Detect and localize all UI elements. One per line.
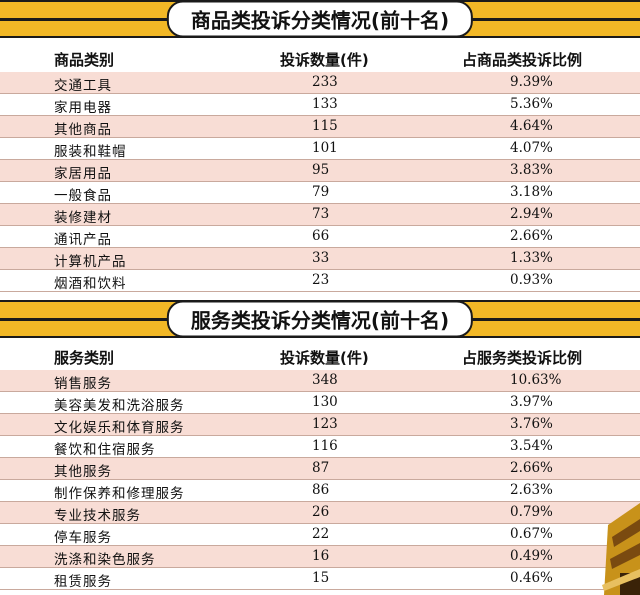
pavilion-decoration-icon: [598, 485, 640, 595]
goods-table-row: 装修建材 73 2.94%: [0, 204, 640, 226]
goods-category-cell: 装修建材: [54, 206, 112, 226]
goods-ratio-cell: 2.66%: [510, 228, 553, 244]
services-category-cell: 销售服务: [54, 372, 112, 392]
services-table-row: 美容美发和洗浴服务 130 3.97%: [0, 392, 640, 414]
services-ratio-cell: 0.67%: [510, 526, 553, 542]
goods-table-row: 烟酒和饮料 23 0.93%: [0, 270, 640, 292]
goods-table-row: 计算机产品 33 1.33%: [0, 248, 640, 270]
goods-ratio-cell: 2.94%: [510, 206, 553, 222]
goods-table-row: 家用电器 133 5.36%: [0, 94, 640, 116]
services-category-cell: 餐饮和住宿服务: [54, 438, 156, 458]
services-title-banner: 服务类投诉分类情况(前十名): [0, 300, 640, 338]
goods-table-row: 通讯产品 66 2.66%: [0, 226, 640, 248]
services-count-cell: 130: [312, 394, 338, 410]
services-ratio-cell: 3.54%: [510, 438, 553, 454]
services-table-title: 服务类投诉分类情况(前十名): [167, 301, 473, 338]
goods-category-cell: 家居用品: [54, 162, 112, 182]
goods-ratio-cell: 9.39%: [510, 74, 553, 90]
services-category-cell: 制作保养和修理服务: [54, 482, 185, 502]
goods-ratio-cell: 1.33%: [510, 250, 553, 266]
services-ratio-cell: 0.79%: [510, 504, 553, 520]
services-table-row: 制作保养和修理服务 86 2.63%: [0, 480, 640, 502]
goods-table-body: 交通工具 233 9.39% 家用电器 133 5.36% 其他商品 115 4.64% 服装和鞋…: [0, 72, 640, 292]
services-count-cell: 26: [312, 504, 329, 520]
goods-count-cell: 66: [312, 228, 329, 244]
services-table-row: 洗涤和染色服务 16 0.49%: [0, 546, 640, 568]
services-count-cell: 86: [312, 482, 329, 498]
services-table-row: 租赁服务 15 0.46%: [0, 568, 640, 590]
goods-table-row: 交通工具 233 9.39%: [0, 72, 640, 94]
goods-table-title: 商品类投诉分类情况(前十名): [167, 1, 473, 38]
goods-ratio-cell: 3.18%: [510, 184, 553, 200]
services-count-cell: 348: [312, 372, 338, 388]
services-count-cell: 87: [312, 460, 329, 476]
goods-count-cell: 115: [312, 118, 338, 134]
goods-count-cell: 133: [312, 96, 338, 112]
services-table-row: 餐饮和住宿服务 116 3.54%: [0, 436, 640, 458]
services-count-cell: 123: [312, 416, 338, 432]
goods-category-cell: 计算机产品: [54, 250, 127, 270]
services-ratio-cell: 2.63%: [510, 482, 553, 498]
goods-ratio-cell: 0.93%: [510, 272, 553, 288]
goods-count-cell: 233: [312, 74, 338, 90]
goods-category-cell: 家用电器: [54, 96, 112, 116]
services-section: 服务类投诉分类情况(前十名) 服务类别 投诉数量(件) 占服务类投诉比例 销售服…: [0, 300, 640, 590]
services-category-cell: 洗涤和染色服务: [54, 548, 156, 568]
goods-header-count: 投诉数量(件): [280, 49, 369, 70]
goods-ratio-cell: 5.36%: [510, 96, 553, 112]
services-table-row: 销售服务 348 10.63%: [0, 370, 640, 392]
services-count-cell: 15: [312, 570, 329, 586]
goods-category-cell: 交通工具: [54, 74, 112, 94]
goods-count-cell: 95: [312, 162, 329, 178]
goods-table-row: 其他商品 115 4.64%: [0, 116, 640, 138]
goods-header-category: 商品类别: [54, 49, 114, 70]
goods-table-row: 家居用品 95 3.83%: [0, 160, 640, 182]
goods-count-cell: 79: [312, 184, 329, 200]
goods-category-cell: 服装和鞋帽: [54, 140, 127, 160]
services-ratio-cell: 3.97%: [510, 394, 553, 410]
services-table-row: 其他服务 87 2.66%: [0, 458, 640, 480]
goods-ratio-cell: 3.83%: [510, 162, 553, 178]
services-ratio-cell: 3.76%: [510, 416, 553, 432]
services-category-cell: 专业技术服务: [54, 504, 141, 524]
services-table-row: 停车服务 22 0.67%: [0, 524, 640, 546]
services-category-cell: 其他服务: [54, 460, 112, 480]
services-category-cell: 租赁服务: [54, 570, 112, 590]
services-count-cell: 16: [312, 548, 329, 564]
goods-category-cell: 一般食品: [54, 184, 112, 204]
goods-table-row: 服装和鞋帽 101 4.07%: [0, 138, 640, 160]
goods-section: 商品类投诉分类情况(前十名) 商品类别 投诉数量(件) 占商品类投诉比例 交通工…: [0, 0, 640, 292]
goods-category-cell: 其他商品: [54, 118, 112, 138]
services-count-cell: 116: [312, 438, 338, 454]
goods-ratio-cell: 4.07%: [510, 140, 553, 156]
services-category-cell: 美容美发和洗浴服务: [54, 394, 185, 414]
services-ratio-cell: 0.46%: [510, 570, 553, 586]
goods-header-ratio: 占商品类投诉比例: [462, 49, 582, 70]
services-ratio-cell: 2.66%: [510, 460, 553, 476]
services-table-row: 专业技术服务 26 0.79%: [0, 502, 640, 524]
goods-count-cell: 101: [312, 140, 338, 156]
services-header-count: 投诉数量(件): [280, 347, 369, 368]
services-header-ratio: 占服务类投诉比例: [462, 347, 582, 368]
goods-table-header: 商品类别 投诉数量(件) 占商品类投诉比例: [0, 44, 640, 72]
services-table-header: 服务类别 投诉数量(件) 占服务类投诉比例: [0, 342, 640, 370]
services-header-category: 服务类别: [54, 347, 114, 368]
services-ratio-cell: 10.63%: [510, 372, 561, 388]
goods-count-cell: 23: [312, 272, 329, 288]
goods-ratio-cell: 4.64%: [510, 118, 553, 134]
services-category-cell: 文化娱乐和体育服务: [54, 416, 185, 436]
goods-title-banner: 商品类投诉分类情况(前十名): [0, 0, 640, 38]
services-table-row: 文化娱乐和体育服务 123 3.76%: [0, 414, 640, 436]
services-table-body: 销售服务 348 10.63% 美容美发和洗浴服务 130 3.97% 文化娱乐和体育服务 1…: [0, 370, 640, 590]
goods-table-row: 一般食品 79 3.18%: [0, 182, 640, 204]
services-category-cell: 停车服务: [54, 526, 112, 546]
services-ratio-cell: 0.49%: [510, 548, 553, 564]
goods-category-cell: 烟酒和饮料: [54, 272, 127, 292]
goods-category-cell: 通讯产品: [54, 228, 112, 248]
goods-count-cell: 73: [312, 206, 329, 222]
services-count-cell: 22: [312, 526, 329, 542]
goods-count-cell: 33: [312, 250, 329, 266]
